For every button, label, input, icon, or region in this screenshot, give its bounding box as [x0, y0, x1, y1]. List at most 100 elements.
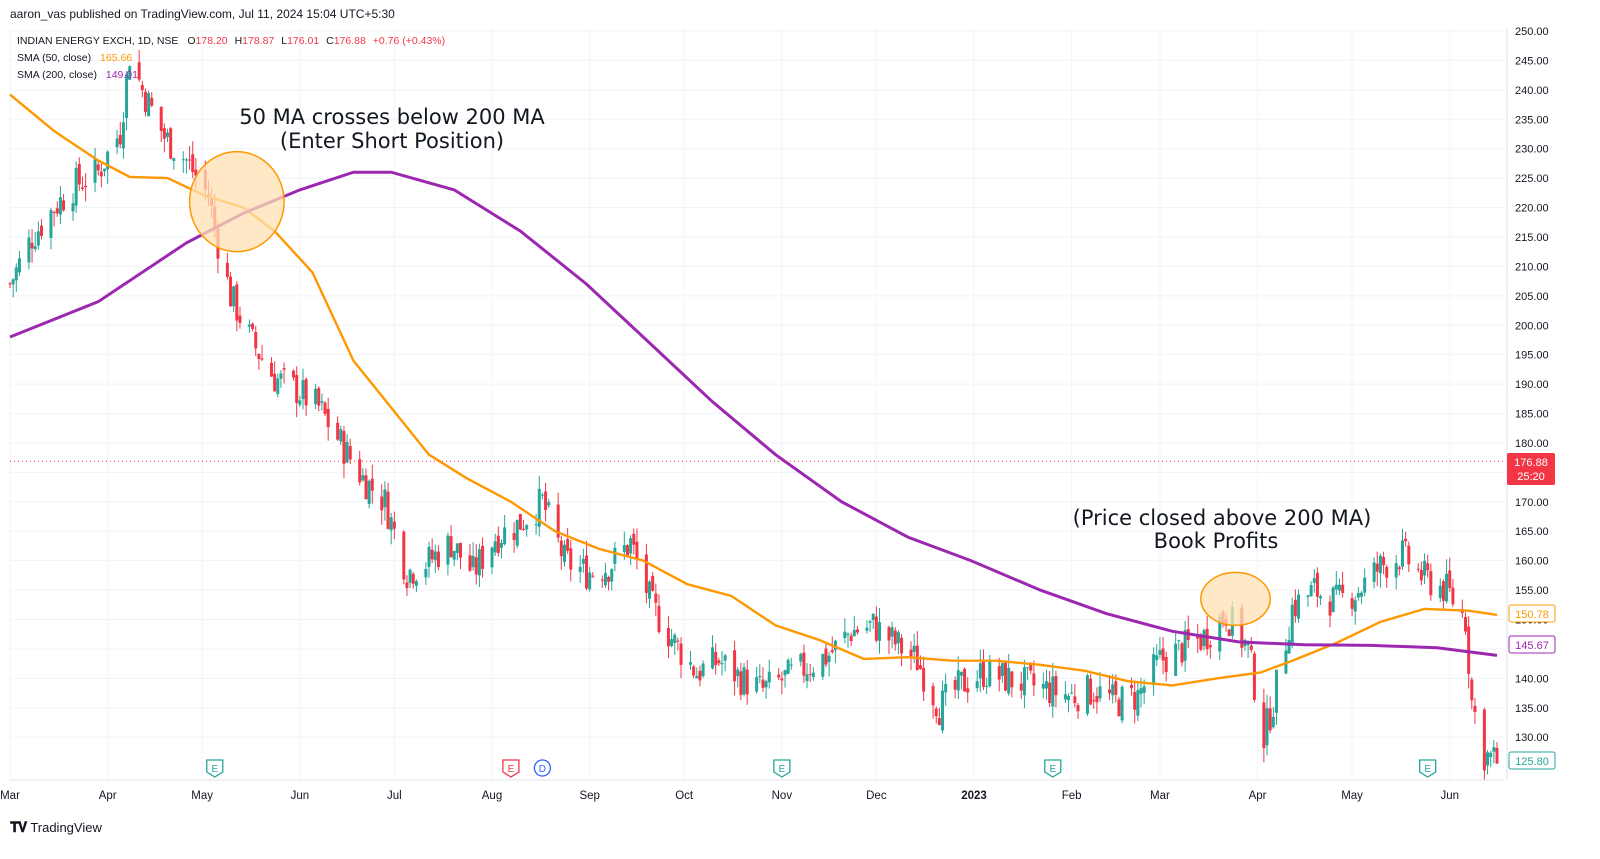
candle-body [843, 631, 847, 639]
candle-body [1441, 581, 1445, 601]
candle-body [1419, 570, 1423, 581]
candle-body [323, 402, 327, 414]
candle-body [900, 637, 904, 654]
candle-body [414, 581, 418, 586]
candle-body [1111, 684, 1115, 696]
time-tick-label: May [1341, 790, 1363, 802]
tradingview-logo-icon: 𝐓𝐕 [10, 819, 27, 835]
candle-body [1319, 596, 1323, 599]
candle-body [985, 685, 989, 687]
candle-body [767, 671, 771, 683]
candle-body [77, 163, 81, 185]
earnings-icon[interactable]: E [773, 759, 791, 778]
candle-body [1136, 690, 1140, 716]
candle-body [1341, 584, 1345, 593]
candle-body [544, 491, 548, 511]
candle-body [392, 521, 396, 529]
candle-body [1041, 683, 1045, 689]
annotation-exit-line1: (Price closed above 200 MA) [1073, 506, 1372, 530]
candle-body [1363, 577, 1367, 593]
svg-text:SMA (200, close) 149.01: SMA (200, close) 149.01 [17, 69, 138, 81]
candle-body [874, 616, 878, 641]
candle-body [1029, 664, 1033, 671]
candle-body [559, 540, 563, 557]
candle-body [1400, 540, 1404, 567]
candle-body [1044, 681, 1048, 689]
candle-body [225, 262, 229, 277]
candle-body [411, 573, 415, 584]
footer-brand[interactable]: 𝐓𝐕 TradingView [10, 819, 102, 836]
candle-body [1416, 568, 1420, 570]
candle-body [600, 579, 604, 581]
candle-body [1397, 567, 1401, 570]
candle-body [1407, 545, 1411, 565]
candle-body [1152, 654, 1156, 686]
candle-body [1306, 595, 1310, 598]
candle-body [427, 546, 431, 567]
last-price-badge: 125.80 [1508, 751, 1556, 770]
candle-body [62, 200, 66, 211]
legend-sma200-label: SMA (200, close) [17, 69, 97, 81]
candle-body [742, 667, 746, 695]
earnings-icon[interactable]: E [502, 759, 520, 778]
time-tick-label: Dec [866, 790, 887, 802]
candle-body [890, 627, 894, 637]
time-tick-label: Jun [1440, 790, 1459, 802]
candle-body [380, 496, 384, 511]
candle-body [172, 158, 176, 161]
earnings-icon[interactable]: E [1419, 759, 1437, 778]
candle-body [1356, 593, 1360, 598]
candle-body [1227, 629, 1231, 637]
candle-body [260, 358, 264, 360]
time-axis: Mar Apr May Jun Jul Aug Sep Oct Nov Dec 2023 Feb Mar… [0, 779, 1505, 802]
price-badge: 176.88 25:20 [1507, 453, 1555, 485]
candle-body [673, 634, 677, 644]
time-tick-label: Feb [1062, 790, 1082, 802]
candle-body [279, 373, 283, 379]
candle-body [1268, 708, 1272, 731]
price-tick-label: 215.00 [1515, 232, 1549, 244]
candle-body [896, 632, 900, 644]
candle-body [386, 491, 390, 529]
legend-low: 176.01 [287, 35, 319, 47]
time-tick-label: Sep [579, 790, 599, 802]
candle-body [1107, 689, 1111, 694]
candle-body [490, 547, 494, 568]
candle-body [717, 660, 721, 664]
candle-body [408, 569, 412, 583]
candle-body [1315, 572, 1319, 597]
candle-body [688, 662, 692, 665]
candle-body [292, 370, 296, 378]
candle-body [1423, 560, 1427, 576]
candle-body [147, 93, 151, 117]
candle-body [761, 679, 765, 688]
candle-body [893, 630, 897, 645]
earnings-icon[interactable]: E [1044, 759, 1062, 778]
candle-body [345, 441, 349, 463]
candle-body [1309, 585, 1313, 597]
candle-body [481, 545, 485, 569]
candle-body [941, 690, 945, 731]
price-tick-label: 135.00 [1515, 703, 1549, 715]
earnings-icon[interactable]: E [206, 759, 224, 778]
candle-body [852, 629, 856, 637]
candle-body [367, 480, 371, 504]
candle-body [449, 536, 453, 558]
candle-body [1426, 563, 1430, 571]
candle-body [304, 379, 308, 406]
candle-body [326, 408, 330, 428]
candle-body [846, 633, 850, 635]
candle-body [632, 533, 636, 545]
event-marker-label: E [1049, 764, 1056, 775]
candle-body [629, 538, 633, 554]
candle-body [1448, 570, 1452, 589]
candle-body [518, 514, 522, 530]
candle-body [257, 354, 261, 359]
dividend-icon[interactable]: D [533, 759, 552, 777]
candle-body [512, 533, 516, 540]
price-tick-label: 170.00 [1515, 497, 1549, 509]
candle-body [1208, 645, 1212, 648]
candle-body [1032, 673, 1036, 686]
